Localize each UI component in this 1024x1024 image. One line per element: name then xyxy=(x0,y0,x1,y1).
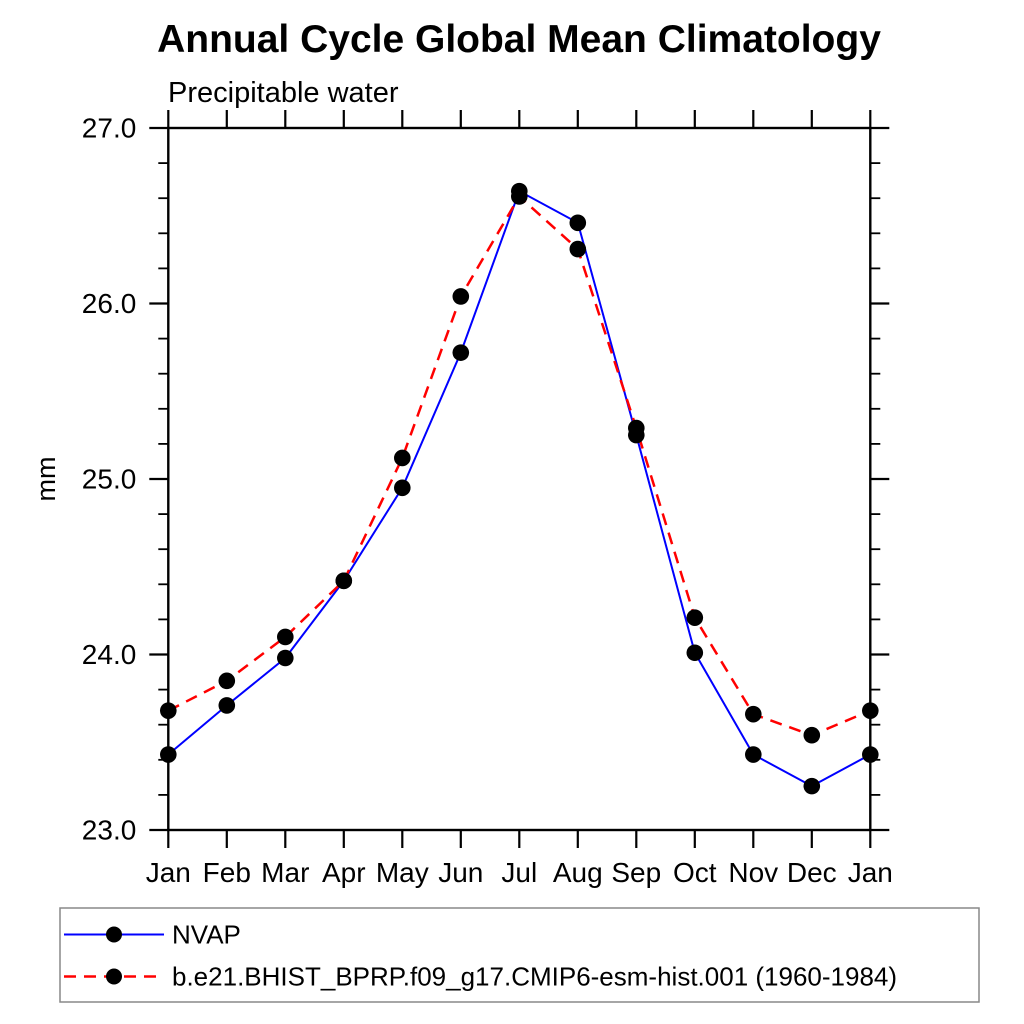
data-point-series-0 xyxy=(803,777,821,795)
x-tick-label: Apr xyxy=(322,857,366,888)
legend-marker-model xyxy=(106,968,122,985)
x-tick-label: Nov xyxy=(728,857,778,888)
data-point-series-0 xyxy=(160,746,177,763)
x-tick-label: Jun xyxy=(438,857,483,888)
data-point-series-1 xyxy=(277,628,294,646)
series-line-0 xyxy=(167,189,871,788)
y-tick-label: 23.0 xyxy=(82,815,137,846)
plot-area: Jan Feb Mar Apr May Jun Jul Aug Sep Oct Nov Dec Jan 2… xyxy=(82,110,893,888)
data-point-series-0 xyxy=(686,644,704,662)
data-point-series-1 xyxy=(218,672,236,690)
chart-title: Annual Cycle Global Mean Climatology xyxy=(157,18,881,61)
data-point-series-0 xyxy=(452,344,470,361)
y-tick-label: 27.0 xyxy=(82,113,137,144)
x-tick-label: Jul xyxy=(501,857,537,888)
legend-marker-nvap xyxy=(106,926,122,943)
data-point-series-1 xyxy=(511,188,528,205)
y-tick-label: 24.0 xyxy=(82,639,137,670)
x-tick-label: Feb xyxy=(203,857,251,888)
x-tick-label: Mar xyxy=(261,857,309,888)
x-tick-label: Sep xyxy=(611,857,661,888)
data-point-series-0 xyxy=(277,649,294,667)
y-tick-label: 25.0 xyxy=(82,464,137,495)
data-point-series-1 xyxy=(803,726,821,744)
data-point-series-0 xyxy=(862,746,879,763)
data-point-series-1 xyxy=(452,288,470,305)
data-point-series-1 xyxy=(686,609,704,626)
x-tick-label: Jan xyxy=(848,857,893,888)
y-axis-label: mm xyxy=(31,457,61,502)
legend: NVAP b.e21.BHIST_BPRP.f09_g17.CMIP6-esm-… xyxy=(59,907,980,1003)
legend-box xyxy=(59,907,980,1003)
data-point-series-1 xyxy=(569,240,587,258)
data-point-series-1 xyxy=(628,419,645,437)
data-point-series-0 xyxy=(394,479,411,497)
plot-frame xyxy=(167,126,872,832)
data-point-series-0 xyxy=(745,746,762,763)
legend-item-model: b.e21.BHIST_BPRP.f09_g17.CMIP6-esm-hist.… xyxy=(64,962,897,992)
legend-item-nvap: NVAP xyxy=(64,920,241,950)
x-tick-label: May xyxy=(376,857,429,888)
x-tick-label: Jan xyxy=(146,857,191,888)
data-point-series-0 xyxy=(569,214,587,232)
legend-label-model: b.e21.BHIST_BPRP.f09_g17.CMIP6-esm-hist.… xyxy=(172,962,897,992)
x-tick-label: Dec xyxy=(787,857,837,888)
chart-subtitle: Precipitable water xyxy=(168,77,399,109)
x-tick-label: Aug xyxy=(553,857,603,888)
data-point-series-1 xyxy=(160,702,177,719)
data-point-series-1 xyxy=(335,572,353,590)
x-tick-label: Oct xyxy=(673,857,717,888)
data-point-series-1 xyxy=(394,449,411,467)
data-point-series-1 xyxy=(745,705,762,723)
data-point-series-1 xyxy=(862,702,879,719)
legend-label-nvap: NVAP xyxy=(172,920,241,950)
series-line-1 xyxy=(167,194,871,737)
y-tick-label: 26.0 xyxy=(82,288,137,319)
data-point-series-0 xyxy=(218,697,236,714)
